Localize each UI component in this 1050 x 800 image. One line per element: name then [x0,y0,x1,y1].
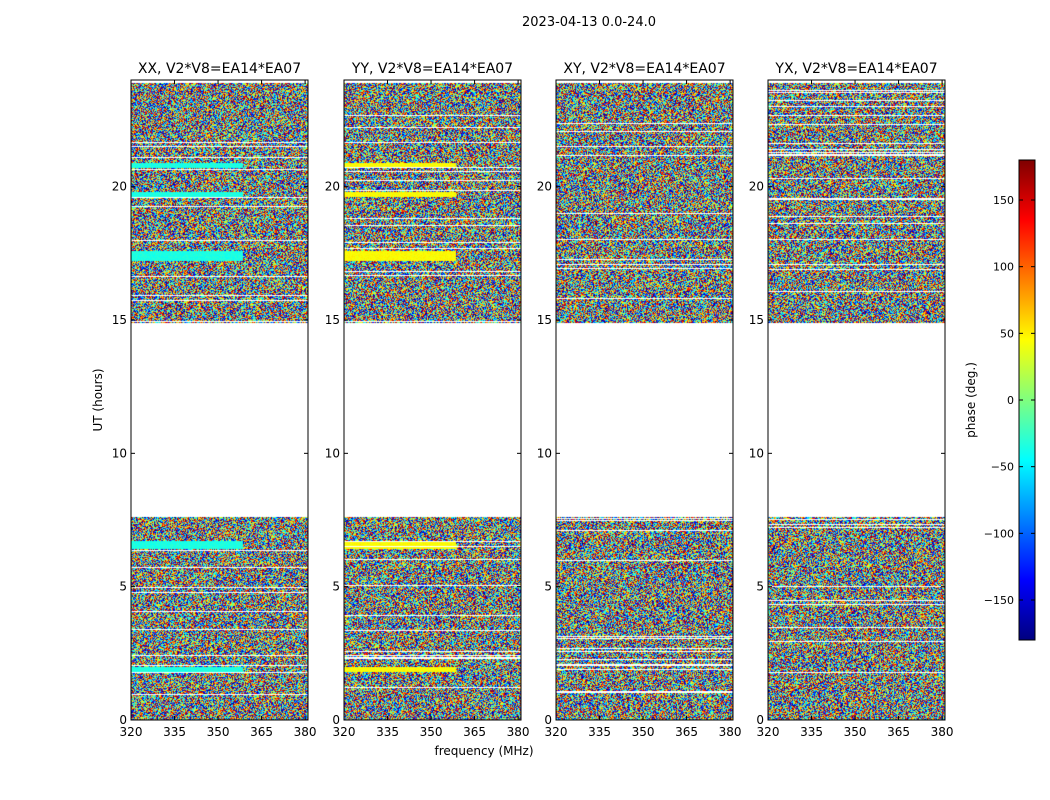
x-tick-label: 350 [632,725,655,739]
heatmap-image [556,80,733,720]
x-tick-label: 320 [757,725,780,739]
x-tick-label: 335 [588,725,611,739]
axes-frame [555,79,734,721]
colorbar-tick-label: 150 [993,194,1014,207]
y-tick-label: 5 [756,580,764,594]
panel-title: XY, V2*V8=EA14*EA07 [563,61,725,77]
colorbar-ticks: −150 −100 −50 0 50 100 150 [984,194,1035,607]
colorbar-tick-label: 50 [1000,327,1014,340]
x-tick-label: 365 [675,725,698,739]
x-tick-label: 350 [844,725,867,739]
panel-yx: YX, V2*V8=EA14*EA07 320 335 350 365 380 0 5 10 15… [749,61,954,739]
colorbar: −150 −100 −50 0 50 100 150 phase (deg.) [964,159,1036,641]
y-tick-label: 0 [756,713,764,727]
colorbar-tick-label: −150 [984,594,1014,607]
axes-frame [767,79,946,721]
colorbar-tick-label: −100 [984,527,1014,540]
y-tick-label: 15 [537,313,552,327]
y-tick-label: 10 [749,446,764,460]
x-tick-label: 365 [250,725,273,739]
colorbar-label: phase (deg.) [964,362,978,438]
axes-frame [343,79,522,721]
figure-suptitle: 2023-04-13 0.0-24.0 [522,15,656,30]
y-tick-label: 20 [112,180,127,194]
panel-yy: YY, V2*V8=EA14*EA07 320 335 350 365 380 0 5 10 15… [325,61,530,739]
y-tick-label: 20 [749,180,764,194]
y-tick-label: 0 [119,713,127,727]
heatmap-image [344,80,521,720]
x-tick-label: 335 [163,725,186,739]
y-tick-label: 0 [332,713,340,727]
x-tick-label: 380 [931,725,954,739]
x-tick-label: 365 [887,725,910,739]
x-tick-label: 380 [507,725,530,739]
panels: XX, V2*V8=EA14*EA07 320 335 350 365 380 0 5 10 15… [91,61,954,739]
panel-xx: XX, V2*V8=EA14*EA07 320 335 350 365 380 0 5 10 15… [91,61,317,739]
y-axis-label: UT (hours) [91,368,105,431]
y-tick-label: 20 [537,180,552,194]
heatmap-image [131,80,308,720]
shared-x-axis-label: frequency (MHz) [434,744,533,758]
colorbar-tick-label: 0 [1007,394,1014,407]
panel-title: YX, V2*V8=EA14*EA07 [774,61,937,77]
panel-xy: XY, V2*V8=EA14*EA07 320 335 350 365 380 0 5 10 15… [537,61,742,739]
axes-frame [130,79,309,721]
panel-title: XX, V2*V8=EA14*EA07 [138,61,301,77]
colorbar-tick-label: 100 [993,261,1014,274]
x-tick-label: 320 [333,725,356,739]
colorbar-tick-label: −50 [991,461,1014,474]
x-tick-label: 380 [719,725,742,739]
y-tick-label: 15 [325,313,340,327]
y-tick-label: 20 [325,180,340,194]
x-tick-label: 320 [545,725,568,739]
x-tick-label: 350 [420,725,443,739]
x-tick-label: 335 [800,725,823,739]
x-tick-label: 380 [294,725,317,739]
y-tick-label: 15 [112,313,127,327]
x-tick-label: 365 [463,725,486,739]
y-tick-label: 5 [544,580,552,594]
y-tick-label: 5 [119,580,127,594]
heatmap-image [768,80,945,720]
panel-title: YY, V2*V8=EA14*EA07 [351,61,513,77]
y-tick-label: 5 [332,580,340,594]
y-tick-label: 0 [544,713,552,727]
y-tick-label: 15 [749,313,764,327]
x-tick-label: 320 [120,725,143,739]
y-tick-label: 10 [325,446,340,460]
y-tick-label: 10 [112,446,127,460]
y-tick-label: 10 [537,446,552,460]
x-tick-label: 350 [207,725,230,739]
x-tick-label: 335 [376,725,399,739]
